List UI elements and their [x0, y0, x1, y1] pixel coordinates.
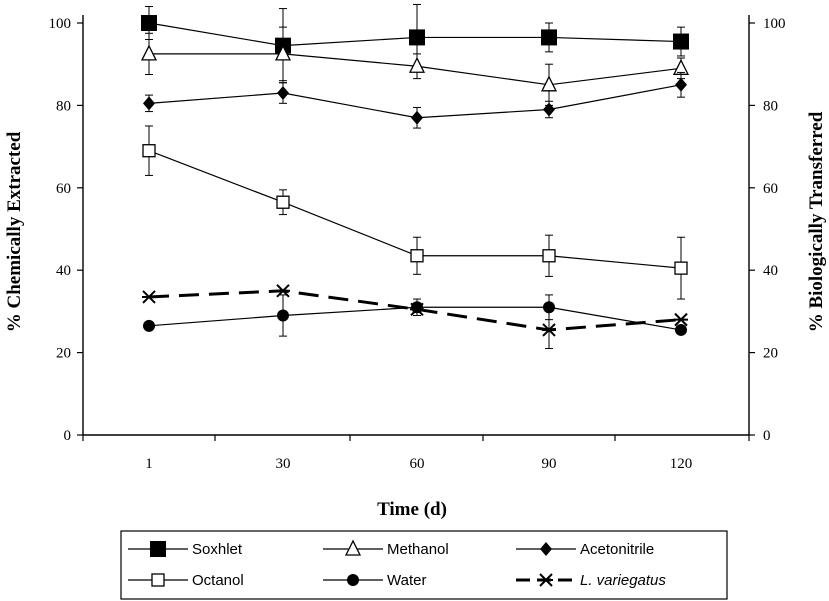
- legend: Soxhlet Methanol Acetonitrile Octanol Water L…: [120, 530, 728, 600]
- data-point: [543, 301, 555, 314]
- axes: 0 20 40 60 80 100 0 20 40 60 80 100 1 30 60 90 120: [49, 15, 786, 472]
- x-tick-label: 60: [410, 456, 425, 472]
- series-l-variegatus: [142, 284, 688, 349]
- series-acetonitrile: [143, 71, 687, 129]
- y2-tick-label: 80: [763, 98, 778, 114]
- legend-swatch-marker: [344, 539, 362, 556]
- data-point: [542, 249, 556, 263]
- legend-item: Methanol: [323, 539, 449, 558]
- legend-label: Acetonitrile: [580, 541, 654, 558]
- data-point: [543, 102, 555, 117]
- data-point: [143, 96, 155, 111]
- legend-item: Water: [323, 572, 426, 589]
- data-point: [409, 29, 425, 46]
- data-point: [276, 284, 290, 298]
- data-point: [675, 323, 687, 336]
- data-point: [410, 249, 424, 263]
- data-point: [410, 302, 424, 317]
- legend-item: Soxhlet: [128, 541, 243, 558]
- x-tick-label: 30: [276, 456, 291, 472]
- data-point: [140, 44, 158, 61]
- data-point: [673, 33, 689, 50]
- plot-area: [140, 3, 690, 349]
- data-point: [411, 110, 423, 125]
- legend-swatch-marker: [150, 541, 166, 557]
- data-point: [143, 319, 155, 332]
- y-tick-label: 0: [64, 428, 72, 444]
- legend-swatch-marker: [539, 573, 553, 587]
- x-axis-title: Time (d): [377, 499, 447, 520]
- y2-tick-label: 20: [763, 346, 778, 362]
- data-point: [540, 75, 558, 92]
- legend-label: Octanol: [192, 572, 244, 589]
- data-point: [277, 309, 289, 322]
- legend-item: Octanol: [128, 572, 244, 589]
- data-point: [408, 56, 426, 73]
- data-point: [142, 290, 156, 304]
- legend-item: L. variegatus: [516, 572, 666, 589]
- legend-label: Methanol: [387, 541, 449, 558]
- y-tick-label: 40: [56, 263, 71, 279]
- y-tick-label: 60: [56, 181, 71, 197]
- series-water: [143, 294, 687, 337]
- y2-tick-label: 0: [763, 428, 771, 444]
- y2-axis-title: % Biologically Transferred: [806, 111, 827, 332]
- x-tick-label: 90: [542, 456, 557, 472]
- legend-box: [120, 530, 728, 600]
- legend-label: Water: [387, 572, 426, 589]
- data-point: [274, 44, 292, 61]
- y2-tick-label: 60: [763, 181, 778, 197]
- legend-swatch-marker: [540, 542, 552, 556]
- legend-swatch-marker: [347, 574, 359, 586]
- data-point: [542, 323, 556, 337]
- series-octanol: [142, 125, 688, 300]
- y-tick-label: 80: [56, 98, 71, 114]
- x-tick-label: 120: [670, 456, 693, 472]
- legend-item: Acetonitrile: [516, 541, 654, 558]
- data-point: [674, 312, 688, 327]
- y2-tick-label: 100: [763, 16, 786, 32]
- series-line: [148, 84, 682, 119]
- data-point: [276, 195, 290, 209]
- legend-label: L. variegatus: [580, 572, 666, 589]
- legend-swatch-marker: [151, 573, 165, 587]
- x-tick-label: 1: [145, 456, 153, 472]
- data-point: [675, 77, 687, 92]
- y2-tick-label: 40: [763, 263, 778, 279]
- data-point: [674, 261, 688, 275]
- data-point: [541, 29, 557, 46]
- y-tick-label: 20: [56, 346, 71, 362]
- data-point: [141, 15, 157, 31]
- legend-label: Soxhlet: [192, 541, 243, 558]
- series-soxhlet: [141, 3, 689, 84]
- data-point: [277, 86, 289, 101]
- data-point: [142, 144, 156, 158]
- y-tick-label: 100: [49, 16, 72, 32]
- y-axis-title: % Chemically Extracted: [4, 131, 25, 332]
